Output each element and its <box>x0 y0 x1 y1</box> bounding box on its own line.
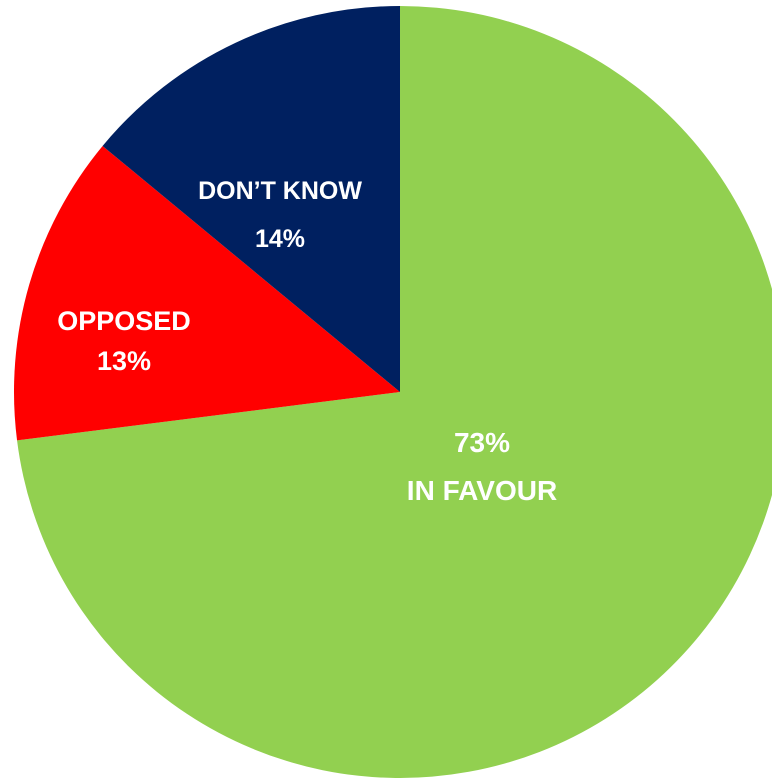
slice-label-in-favour: IN FAVOUR <box>407 475 557 506</box>
slice-label-don-t-know: DON’T KNOW <box>198 177 362 205</box>
pie-slice-opposed <box>13 145 400 441</box>
pie-slice-don-t-know <box>102 6 400 392</box>
slice-label-opposed: OPPOSED <box>57 306 191 336</box>
pie-labels: 73% IN FAVOUR OPPOSED 13% DON’T KNOW 14% <box>57 177 557 506</box>
slice-value-opposed: 13% <box>97 346 151 376</box>
slice-value-in-favour: 73% <box>454 427 510 458</box>
pie-slice-in-favour <box>17 6 772 778</box>
slice-value-don-t-know: 14% <box>255 225 305 253</box>
pie-slices <box>13 6 772 778</box>
